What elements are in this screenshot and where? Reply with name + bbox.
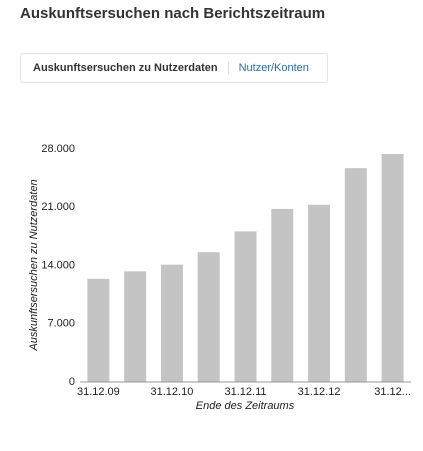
- bar: [308, 204, 331, 382]
- x-axis-label: Ende des Zeitraums: [196, 400, 295, 412]
- bar: [87, 278, 110, 382]
- x-tick-label: 31.12...: [374, 386, 411, 398]
- bar: [381, 153, 404, 382]
- y-tick-label: 7.000: [47, 318, 75, 330]
- tab[interactable]: Auskunftsersuchen zu Nutzerdaten: [21, 62, 229, 74]
- y-tick-label: 21.000: [41, 201, 75, 213]
- bar: [197, 252, 220, 382]
- bar: [124, 271, 147, 382]
- y-axis-label: Auskunftsersuchen zu Nutzerdaten: [28, 179, 40, 351]
- x-tick-label: 31.12.10: [151, 386, 194, 398]
- y-tick-label: 28.000: [41, 143, 75, 155]
- bar: [160, 264, 183, 382]
- y-tick-label: 14.000: [41, 259, 75, 271]
- page-title: Auskunftsersuchen nach Berichtszeitraum: [20, 5, 326, 22]
- x-tick-label: 31.12.12: [298, 386, 341, 398]
- tab-bar: Auskunftsersuchen zu Nutzerdaten Nutzer/…: [20, 53, 328, 83]
- x-tick-label: 31.12.09: [77, 386, 120, 398]
- bar: [344, 168, 367, 382]
- bar: [234, 231, 257, 382]
- bar: [271, 208, 294, 382]
- y-tick-label: 0: [69, 376, 75, 388]
- tab[interactable]: Nutzer/Konten: [238, 62, 309, 74]
- x-tick-label: 31.12.11: [224, 386, 266, 398]
